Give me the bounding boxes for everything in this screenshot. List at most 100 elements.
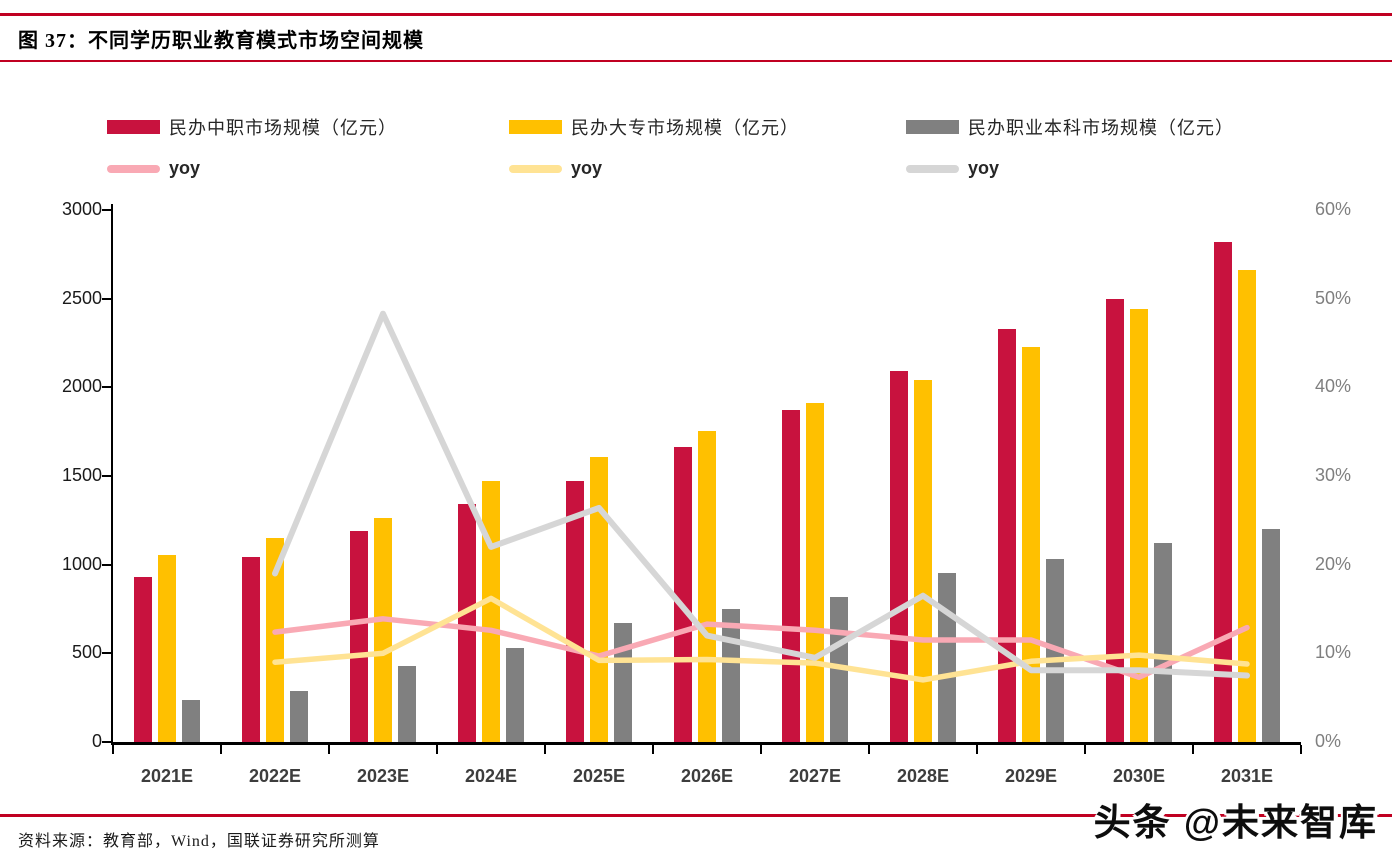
bar	[674, 446, 692, 742]
title-underline-rule	[0, 60, 1392, 62]
x-category-label: 2021E	[140, 766, 194, 786]
watermark: 头条 @未来智库	[1093, 802, 1378, 843]
yoy-line	[272, 310, 1250, 679]
legend-item-bar-series: 民办职业本科市场规模（亿元）	[906, 114, 1234, 140]
bar	[698, 430, 716, 742]
legend-label: 民办大专市场规模（亿元）	[571, 118, 799, 138]
x-axis-tick	[868, 745, 870, 754]
yoy-lines-layer	[272, 310, 1250, 683]
legend-item-yoy-series: yoy	[509, 158, 602, 179]
x-category-label: 2031E	[1220, 766, 1274, 786]
y-axis-line	[111, 204, 113, 743]
bar	[374, 517, 392, 742]
x-axis-tick	[760, 745, 762, 754]
y-tick-label-left: 1500	[61, 465, 102, 485]
y-tick-label-left: 0	[91, 731, 102, 751]
y-axis-tick	[102, 652, 111, 655]
x-category-label: 2027E	[788, 766, 842, 786]
bar	[134, 577, 152, 742]
bar	[506, 648, 524, 742]
bar	[290, 690, 308, 742]
legend-swatch-icon	[107, 120, 160, 134]
yoy-line	[272, 595, 1250, 683]
bar-group	[1085, 210, 1193, 742]
bar-group	[113, 210, 221, 742]
legend: 民办中职市场规模（亿元） 民办大专市场规模（亿元） 民办职业本科市场规模（亿元） yo…	[0, 106, 1392, 196]
bar	[1130, 309, 1148, 742]
x-axis-line	[111, 742, 1301, 745]
legend-item-yoy-series: yoy	[107, 158, 200, 179]
x-axis-tick	[544, 745, 546, 754]
bar	[350, 531, 368, 742]
bar-group	[329, 210, 437, 742]
y-tick-label-left: 2500	[61, 287, 102, 308]
bar	[590, 457, 608, 742]
legend-label: yoy	[169, 158, 201, 178]
bar	[914, 380, 932, 742]
source-note: 资料来源：教育部，Wind，国联证券研究所测算	[18, 833, 380, 850]
y-tick-label-right: 50%	[1315, 287, 1352, 308]
y-tick-label-left: 2000	[61, 376, 102, 397]
y-axis-tick	[102, 741, 111, 743]
bar	[398, 665, 416, 742]
y-tick-label-right: 20%	[1315, 553, 1352, 574]
bar	[1238, 270, 1256, 742]
legend-swatch-icon	[906, 120, 959, 134]
bar-group	[221, 210, 329, 742]
y-tick-label-right: 60%	[1315, 199, 1352, 219]
y-tick-label-right: 10%	[1315, 642, 1352, 663]
y-tick-label-left: 3000	[61, 199, 102, 219]
bar	[458, 504, 476, 742]
x-axis-tick	[652, 745, 654, 754]
x-axis-tick	[1300, 745, 1302, 754]
top-red-rule	[0, 13, 1392, 16]
y-axis-tick	[102, 297, 111, 300]
y-tick-label-left: 500	[71, 642, 102, 663]
x-axis-tick	[436, 745, 438, 754]
x-category-label: 2025E	[572, 766, 626, 786]
x-category-label: 2023E	[356, 766, 410, 786]
x-category-label: 2024E	[464, 766, 518, 786]
bar	[1154, 542, 1172, 742]
x-category-label: 2022E	[248, 766, 302, 786]
y-axis-tick	[102, 475, 111, 477]
x-axis-tick	[220, 745, 222, 754]
legend-line-swatch-icon	[906, 164, 959, 173]
legend-line-swatch-icon	[107, 164, 160, 173]
y-axis-tick	[102, 209, 111, 211]
bar-group	[437, 210, 545, 742]
y-tick-label-right: 40%	[1315, 376, 1352, 397]
bar	[1262, 529, 1280, 742]
legend-item-bar-series: 民办大专市场规模（亿元）	[509, 114, 799, 140]
x-category-label: 2029E	[1004, 766, 1058, 786]
legend-swatch-icon	[509, 120, 562, 134]
figure-title: 图 37：不同学历职业教育模式市场空间规模	[18, 30, 424, 52]
y-tick-label-right: 0%	[1315, 731, 1342, 751]
bar	[782, 409, 800, 742]
legend-label: yoy	[571, 158, 603, 178]
legend-label: yoy	[968, 158, 1000, 178]
y-axis-tick	[102, 386, 111, 389]
bar	[158, 554, 176, 742]
y-tick-label-right: 30%	[1315, 465, 1352, 485]
bar-group	[869, 210, 977, 742]
x-axis-tick	[1084, 745, 1086, 754]
bar	[182, 700, 200, 742]
bar-group	[1193, 210, 1301, 742]
bar	[266, 538, 284, 742]
x-axis-tick	[976, 745, 978, 754]
bar	[566, 481, 584, 742]
legend-item-bar-series: 民办中职市场规模（亿元）	[107, 114, 397, 140]
x-axis-tick	[1192, 745, 1194, 754]
legend-line-swatch-icon	[509, 164, 562, 173]
x-category-label: 2026E	[680, 766, 734, 786]
plot-area	[102, 204, 1302, 754]
bar	[1106, 298, 1124, 742]
legend-item-yoy-series: yoy	[906, 158, 999, 179]
footer-red-rule	[0, 814, 1392, 817]
legend-label: 民办职业本科市场规模（亿元）	[968, 118, 1234, 138]
bar	[890, 371, 908, 742]
x-category-label: 2030E	[1112, 766, 1166, 786]
y-tick-label-left: 1000	[61, 553, 102, 574]
y-axis-tick	[102, 563, 111, 566]
